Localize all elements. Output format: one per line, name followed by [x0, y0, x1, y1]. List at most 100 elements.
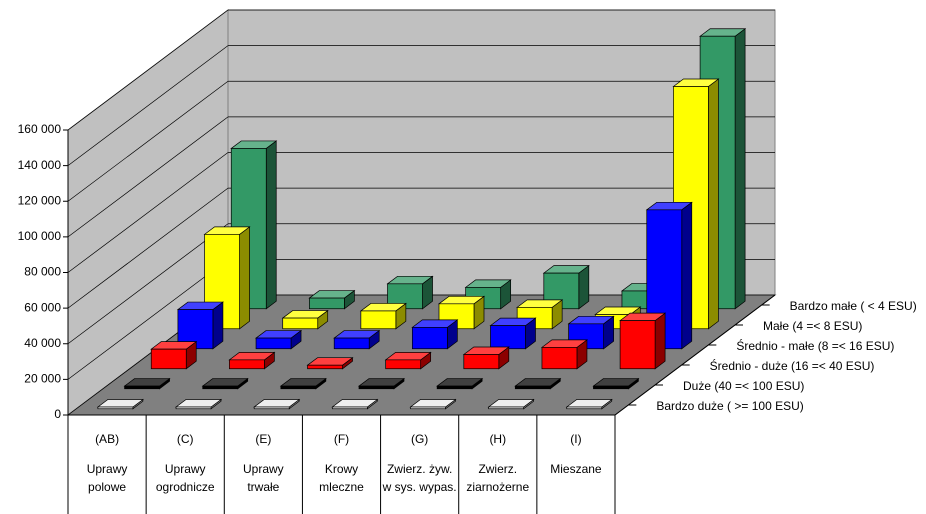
bar-side — [654, 312, 666, 370]
grid-line — [67, 223, 229, 345]
bar-front — [593, 385, 629, 390]
y-tick-label: 40 000 — [24, 336, 61, 350]
bar — [409, 398, 457, 410]
category-code: (AB) — [95, 432, 119, 446]
bar-side — [265, 140, 277, 310]
grid-line — [67, 80, 229, 202]
category-name: trwałe — [247, 480, 279, 494]
y-tick-label: 20 000 — [24, 372, 61, 386]
bar-front — [358, 385, 395, 390]
bar-front — [253, 406, 290, 410]
bar-front — [309, 297, 345, 310]
bar — [357, 377, 406, 390]
category-code: (E) — [255, 432, 271, 446]
bar — [540, 339, 589, 370]
category-name: Zwierz. — [478, 462, 517, 476]
bar-front — [360, 310, 397, 330]
bar — [411, 319, 459, 350]
bar-front — [229, 359, 265, 370]
bar — [254, 329, 303, 350]
bar — [279, 377, 327, 390]
legend-label: Małe (4 =< 8 ESU) — [763, 319, 862, 333]
bar-front — [463, 354, 500, 370]
bar-front — [282, 317, 319, 330]
category-code: (F) — [334, 432, 349, 446]
category-name: Zwierz. żyw. — [387, 462, 452, 476]
category-name: Uprawy — [165, 462, 206, 476]
bar — [592, 377, 640, 390]
grid-line — [67, 45, 229, 166]
bar — [514, 377, 562, 390]
bar-front — [514, 385, 551, 390]
bar — [331, 398, 379, 410]
bar-front — [307, 364, 343, 370]
legend-label: Bardzo duże ( >= 100 ESU) — [656, 399, 803, 413]
legend-label: Średnio - duże (16 =< 40 ESU) — [710, 358, 875, 373]
bar-front — [175, 406, 212, 410]
category-name: Krowy — [325, 462, 358, 476]
y-tick-label: 0 — [54, 407, 61, 421]
bar — [150, 340, 198, 370]
category-name: w sys. wypas. — [382, 480, 457, 494]
category-name: ziarnożerne — [466, 480, 529, 494]
y-tick-label: 80 000 — [24, 265, 61, 279]
bar-front — [488, 406, 524, 410]
legend-label: Bardzo małe ( < 4 ESU) — [790, 299, 917, 313]
bar — [308, 289, 356, 310]
category-name: Mieszane — [550, 462, 602, 476]
grid-line — [67, 259, 229, 380]
bar — [437, 295, 486, 330]
bar — [306, 356, 354, 370]
bar-side — [734, 28, 746, 310]
bar-front — [97, 406, 134, 410]
bar-front — [124, 385, 160, 390]
bar-front — [541, 347, 578, 370]
bar-front — [202, 385, 239, 390]
bar-front — [331, 406, 368, 410]
grid-line — [67, 9, 229, 131]
bar — [201, 377, 249, 390]
bar — [436, 377, 484, 390]
y-tick-label: 100 000 — [18, 229, 62, 243]
bar-front — [436, 385, 473, 390]
y-tick-label: 60 000 — [24, 300, 61, 314]
bar-front — [150, 348, 187, 370]
bar-front — [619, 320, 656, 370]
grid-line — [67, 187, 229, 309]
bar — [228, 351, 276, 370]
floor-edge — [614, 294, 776, 416]
bar-front — [566, 406, 603, 410]
legend-label: Duże (40 =< 100 ESU) — [683, 379, 804, 393]
grid-line — [67, 116, 229, 238]
bar-side — [681, 201, 693, 350]
category-name: ogrodnicze — [156, 480, 215, 494]
bar — [565, 398, 613, 410]
category-name: mleczne — [319, 480, 364, 494]
grid-line — [67, 152, 229, 273]
bar — [96, 398, 144, 410]
bar — [281, 309, 329, 330]
category-code: (I) — [570, 432, 581, 446]
y-tick-label: 120 000 — [18, 193, 62, 207]
bar-front — [255, 337, 292, 350]
y-tick-label: 160 000 — [18, 122, 62, 136]
bar — [384, 351, 432, 370]
bar — [174, 398, 223, 410]
category-code: (C) — [177, 432, 194, 446]
y-tick-label: 140 000 — [18, 158, 62, 172]
bar — [487, 398, 535, 410]
bar-front — [385, 359, 422, 370]
bar — [333, 329, 381, 350]
category-code: (H) — [489, 432, 506, 446]
bar-side — [212, 301, 224, 350]
category-name: polowe — [88, 480, 126, 494]
bar — [253, 398, 301, 410]
bar-front — [490, 325, 526, 350]
bar — [123, 377, 171, 390]
category-name: Uprawy — [243, 462, 284, 476]
bar — [359, 302, 407, 330]
legend-label: Średnio - małe (8 =< 16 ESU) — [736, 338, 894, 353]
bar — [619, 312, 667, 370]
bar-side — [708, 78, 719, 330]
category-name: Uprawy — [87, 462, 128, 476]
